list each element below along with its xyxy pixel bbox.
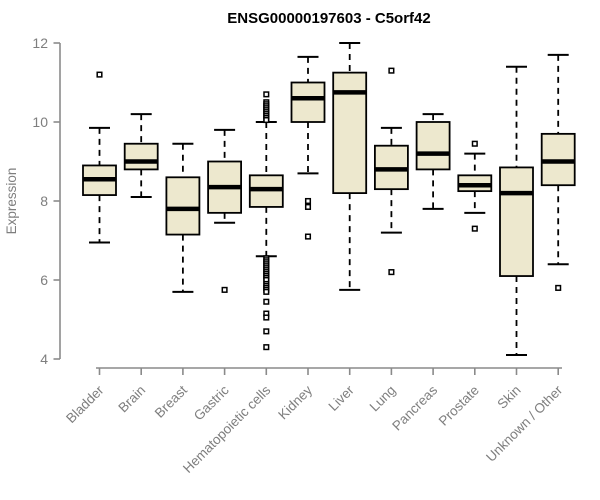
outlier-point (388, 269, 395, 276)
outlier-point (263, 298, 270, 305)
x-tick-label-brain: Brain (115, 383, 148, 416)
x-tick-label-unknown-other: Unknown / Other (483, 382, 566, 465)
box-group-brain (123, 113, 159, 199)
box-group-liver (332, 42, 368, 291)
iqr-box (290, 81, 326, 123)
outlier-point (263, 344, 270, 351)
x-tick-label-breast: Breast (152, 382, 190, 420)
y-tick-label: 4 (40, 351, 48, 367)
outlier-point (263, 328, 270, 335)
outlier-point (304, 197, 312, 205)
x-tick-label-lung: Lung (367, 383, 399, 415)
iqr-box (165, 176, 201, 236)
outlier-point (96, 71, 103, 78)
box-group-unknown-other (540, 53, 576, 291)
box-group-pancreas (415, 113, 451, 210)
box-group-bladder (82, 71, 117, 244)
box-group-hematopoietic-cells (248, 91, 284, 351)
outlier-point (304, 203, 312, 210)
outlier-point (388, 67, 395, 74)
box-group-skin (499, 65, 534, 357)
iqr-box (415, 121, 451, 171)
chart-title: ENSG00000197603 - C5orf42 (227, 10, 430, 27)
x-tick-label-prostate: Prostate (436, 383, 482, 429)
outlier-point (263, 288, 270, 295)
outlier-point (555, 284, 562, 291)
y-tick-label: 8 (40, 193, 48, 209)
outlier-point (471, 140, 478, 147)
box-group-gastric (207, 128, 243, 293)
y-tick-label: 12 (32, 35, 48, 51)
outlier-point (263, 116, 270, 124)
outlier-point (263, 91, 270, 98)
outlier-point (263, 314, 270, 321)
x-tick-label-gastric: Gastric (191, 382, 232, 423)
box-group-breast (165, 142, 201, 293)
x-tick-label-skin: Skin (494, 383, 523, 412)
box-group-prostate (457, 140, 493, 232)
x-tick-label-pancreas: Pancreas (389, 382, 440, 433)
box-group-lung (373, 67, 409, 276)
outlier-point (304, 233, 312, 240)
outlier-point (471, 225, 478, 232)
iqr-box (499, 166, 534, 277)
outlier-point (221, 286, 228, 293)
y-axis-label: Expression (4, 168, 19, 235)
x-tick-label-liver: Liver (326, 382, 358, 414)
y-tick-label: 6 (40, 272, 48, 288)
iqr-box (123, 142, 159, 171)
x-tick-label-kidney: Kidney (275, 382, 315, 422)
box-group-kidney (290, 55, 326, 240)
y-tick-label: 10 (32, 114, 48, 130)
x-tick-label-bladder: Bladder (63, 382, 107, 426)
